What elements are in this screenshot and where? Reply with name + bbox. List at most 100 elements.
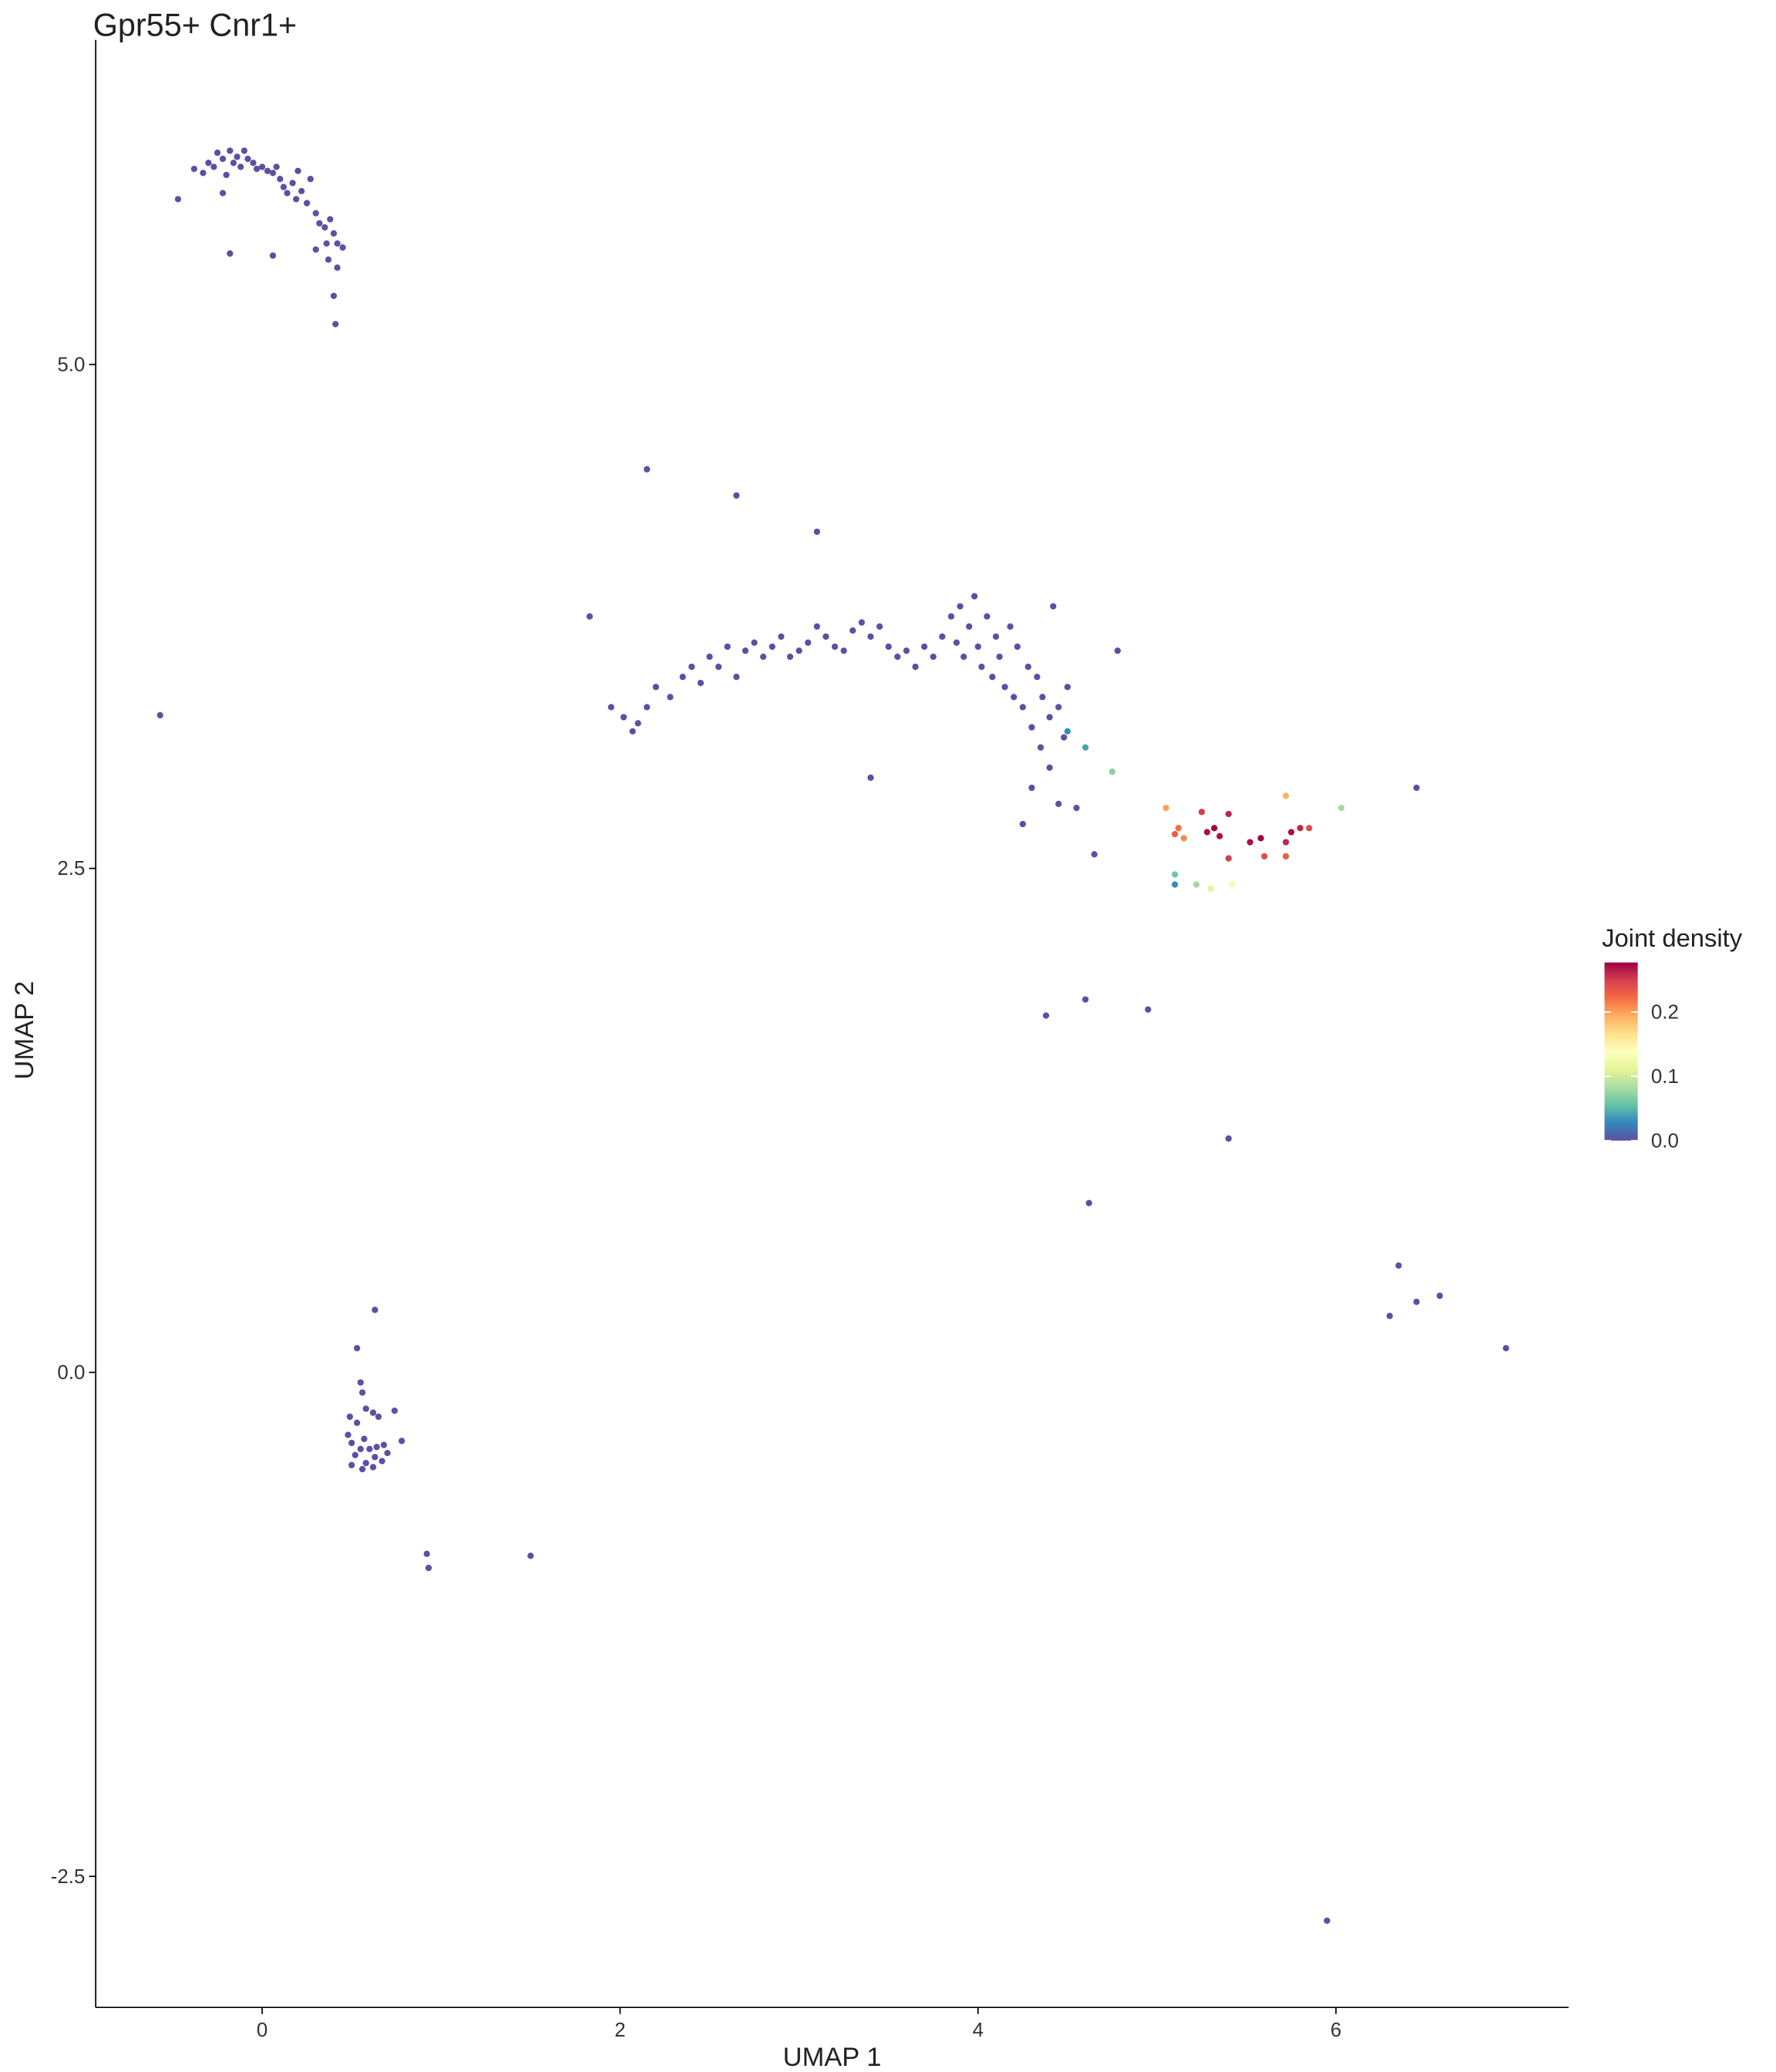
point: [586, 613, 594, 620]
point: [667, 694, 674, 701]
point: [1085, 1199, 1092, 1206]
point: [876, 623, 883, 630]
point: [362, 1459, 369, 1467]
y-axis-label: UMAP 2: [10, 981, 39, 1080]
point: [778, 633, 785, 640]
point: [1019, 820, 1026, 828]
point: [1034, 674, 1041, 681]
point: [769, 643, 775, 651]
point: [1011, 694, 1018, 701]
point: [996, 653, 1003, 661]
y-tick-label: 2.5: [57, 858, 85, 880]
point: [796, 648, 802, 654]
legend-title: Joint density: [1602, 923, 1743, 952]
point: [1257, 835, 1264, 842]
point: [156, 711, 163, 718]
y-tick-label: 0.0: [57, 1362, 85, 1384]
point: [240, 147, 248, 154]
point: [1042, 1012, 1050, 1019]
point: [1024, 663, 1031, 671]
point: [227, 147, 234, 154]
point: [1395, 1262, 1402, 1269]
point: [733, 492, 740, 499]
point: [953, 639, 960, 646]
point: [223, 171, 230, 179]
point: [960, 653, 967, 661]
point: [384, 1449, 391, 1457]
point: [312, 210, 319, 217]
point: [1073, 804, 1080, 812]
point: [303, 200, 311, 207]
point: [894, 653, 901, 661]
point: [346, 1413, 353, 1421]
point: [369, 1409, 377, 1416]
point: [724, 643, 731, 651]
colorbar-tick-label: 0.1: [1651, 1066, 1679, 1088]
point: [813, 528, 820, 535]
point: [644, 704, 651, 711]
point: [1502, 1344, 1509, 1352]
point: [1324, 1917, 1330, 1924]
point: [1028, 724, 1035, 731]
point: [378, 1458, 385, 1465]
point: [966, 623, 973, 630]
point: [629, 728, 636, 735]
point: [357, 1445, 364, 1452]
point: [348, 1439, 355, 1447]
point: [1001, 684, 1008, 691]
point: [992, 633, 1000, 640]
point: [330, 230, 338, 237]
point: [373, 1444, 380, 1451]
point: [312, 246, 319, 253]
point: [391, 1407, 399, 1414]
colorbar-tick-label: 0.2: [1651, 1001, 1679, 1023]
point: [321, 224, 328, 231]
point: [1162, 804, 1169, 812]
point: [334, 264, 341, 271]
point: [971, 593, 978, 600]
colorbar-tick-label: 0.0: [1651, 1130, 1679, 1152]
point: [989, 674, 996, 681]
point: [1172, 871, 1179, 878]
colorbar: [1604, 962, 1638, 1141]
point: [742, 648, 749, 654]
point: [354, 1344, 361, 1352]
point: [362, 1405, 369, 1412]
point: [733, 674, 740, 681]
point: [1225, 855, 1232, 862]
point: [1091, 851, 1098, 858]
point: [1114, 648, 1122, 654]
point: [1436, 1292, 1443, 1300]
point: [369, 1464, 377, 1471]
point: [1019, 704, 1026, 711]
point: [399, 1438, 405, 1445]
point: [1061, 734, 1068, 741]
x-tick-label: 2: [614, 2020, 625, 2041]
point: [957, 603, 964, 610]
point: [1203, 829, 1211, 836]
point: [1007, 623, 1014, 630]
point: [332, 321, 339, 328]
point: [1413, 1298, 1420, 1305]
point: [1046, 764, 1053, 771]
point: [366, 1445, 373, 1452]
point: [1337, 804, 1345, 812]
x-tick-label: 6: [1330, 2020, 1341, 2041]
point: [269, 252, 277, 259]
point: [921, 643, 928, 651]
point: [358, 1389, 366, 1396]
point: [358, 1465, 366, 1473]
point: [813, 623, 820, 630]
point: [354, 1419, 361, 1426]
point: [380, 1441, 388, 1448]
point: [867, 774, 874, 782]
point: [258, 163, 266, 170]
point: [293, 196, 300, 203]
point: [1037, 744, 1044, 751]
y-tick-label: -2.5: [51, 1866, 86, 1888]
chart-title: Gpr55+ Cnr1+: [93, 8, 297, 43]
point: [200, 170, 207, 177]
point: [372, 1307, 378, 1314]
point: [307, 176, 314, 183]
point: [234, 153, 240, 160]
